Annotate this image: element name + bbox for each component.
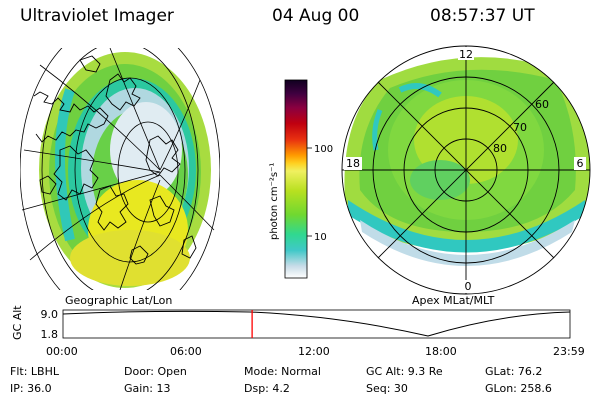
app-title: Ultraviolet Imager — [20, 6, 174, 26]
mlt-0-label: 0 — [465, 280, 472, 293]
glat-info: GLat: 76.2 — [485, 365, 543, 378]
mlat-70-label: 70 — [513, 121, 527, 134]
polar-map: 12 18 6 0 60 70 80 — [341, 45, 591, 295]
mlt-18-label: 18 — [346, 157, 360, 170]
mode-info: Mode: Normal — [244, 365, 321, 378]
seq-info: Seq: 30 — [366, 382, 408, 395]
gc-alt-info: GC Alt: 9.3 Re — [366, 365, 443, 378]
time-tick-1800: 18:00 — [425, 345, 457, 358]
altitude-ytick-1-8: 1.8 — [41, 328, 59, 341]
date-label: 04 Aug 00 — [272, 6, 360, 26]
colorbar-tick-100: 100 — [314, 144, 333, 155]
altitude-ytick-9: 9.0 — [41, 308, 59, 321]
polar-caption: Apex MLat/MLT — [412, 294, 495, 307]
filter-info: Flt: LBHL — [10, 365, 59, 378]
time-tick-0000: 00:00 — [46, 345, 78, 358]
mlat-80-label: 80 — [493, 142, 507, 155]
time-tick-1200: 12:00 — [298, 345, 330, 358]
geographic-map — [20, 48, 220, 290]
altitude-curve — [62, 310, 571, 337]
gain-info: Gain: 13 — [124, 382, 171, 395]
color-bar — [284, 79, 312, 279]
altitude-plot: GC Alt 9.0 1.8 — [11, 305, 571, 341]
glon-info: GLon: 258.6 — [485, 382, 552, 395]
colorbar-tick-10: 10 — [314, 232, 327, 243]
mlt-6-label: 6 — [577, 157, 584, 170]
door-info: Door: Open — [124, 365, 187, 378]
ip-info: IP: 36.0 — [10, 382, 52, 395]
color-scale — [284, 79, 308, 279]
mlat-60-label: 60 — [535, 98, 549, 111]
colorbar-unit-label: photon cm⁻²s⁻¹ — [269, 163, 280, 240]
time-tick-2359: 23:59 — [553, 345, 585, 358]
altitude-plot-frame — [62, 309, 571, 339]
time-label: 08:57:37 UT — [430, 6, 535, 26]
altitude-ylabel: GC Alt — [11, 305, 24, 340]
dsp-info: Dsp: 4.2 — [244, 382, 290, 395]
mlt-12-label: 12 — [459, 48, 473, 61]
geo-caption: Geographic Lat/Lon — [65, 294, 173, 307]
time-tick-0600: 06:00 — [170, 345, 202, 358]
